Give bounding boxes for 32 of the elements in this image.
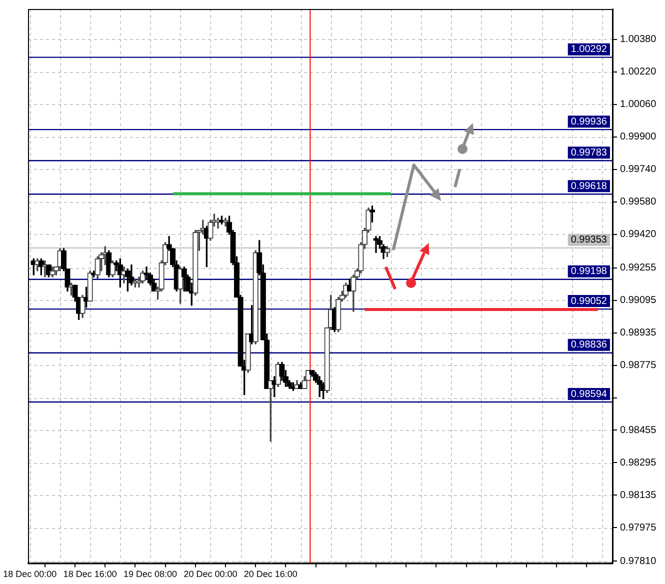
ref-line-label: 0.99936 (570, 116, 608, 128)
y-tick-label: 0.99420 (620, 229, 657, 240)
x-tick-label: 20 Dec 16:00 (244, 569, 298, 580)
y-tick-label: 0.99095 (620, 295, 657, 306)
x-tick-label: 18 Dec 16:00 (63, 569, 117, 580)
y-tick-label: 0.99900 (620, 132, 657, 143)
y-tick-label: 1.00220 (620, 66, 657, 78)
y-tick-label: 0.97975 (620, 522, 657, 534)
ref-line-label: 1.00292 (570, 44, 608, 56)
candlestick (373, 236, 379, 253)
y-tick-label: 0.99740 (620, 164, 657, 176)
x-tick-label: 20 Dec 00:00 (184, 569, 238, 580)
candlestick (316, 376, 322, 398)
x-tick-label: 19 Dec 08:00 (123, 569, 178, 580)
y-tick-label: 1.00060 (620, 99, 657, 110)
ref-line-label: 0.99618 (570, 180, 608, 192)
y-tick-label: 0.98455 (620, 424, 657, 436)
y-tick-label: 0.99580 (620, 196, 657, 208)
ref-line-label: 0.99052 (570, 296, 608, 307)
y-tick-label: 0.98935 (620, 328, 657, 339)
ref-line-label: 0.98594 (570, 388, 608, 400)
x-tick-label: 18 Dec 00:00 (3, 569, 57, 580)
ref-line-label: 0.99783 (570, 147, 608, 158)
y-tick-label: 0.98775 (620, 360, 657, 372)
ref-line-label: 0.99353 (570, 234, 608, 246)
y-tick-label: 0.98295 (620, 457, 657, 468)
ref-line-label: 0.99198 (570, 266, 608, 278)
y-tick-label: 0.99255 (620, 262, 657, 274)
y-tick-label: 0.97810 (620, 556, 657, 567)
ref-line-label: 0.98836 (570, 340, 608, 351)
y-tick-label: 1.00380 (620, 34, 657, 46)
y-tick-label: 0.98135 (620, 490, 657, 501)
